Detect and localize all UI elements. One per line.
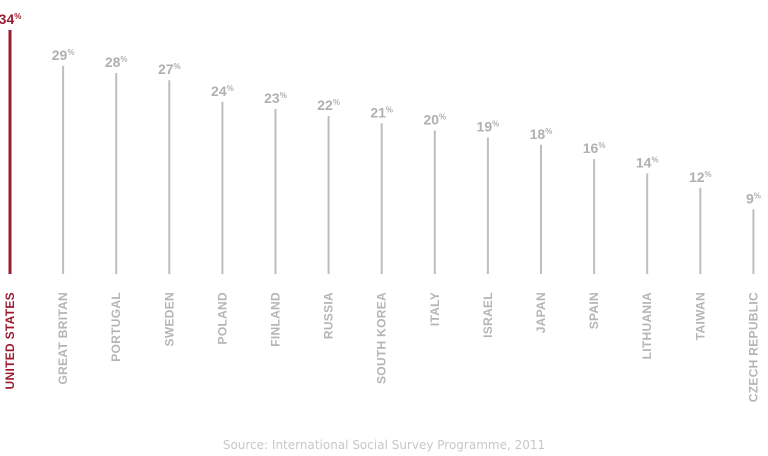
bar-czech-republic [752,209,755,274]
value-label-czech-republic: 9% [746,190,761,206]
bar-portugal [115,73,118,274]
category-label-italy: ITALY [428,292,442,326]
category-label-israel: ISRAEL [481,292,495,338]
bar-italy [433,130,436,274]
category-label-poland: POLAND [215,292,229,344]
category-label-taiwan: TAIWAN [693,292,707,340]
category-label-great-britan: GREAT BRITAN [56,292,70,384]
category-label-portugal: PORTUGAL [109,292,123,362]
category-label-sweden: SWEDEN [162,292,176,346]
value-label-lithuania: 14% [636,155,659,171]
value-label-poland: 24% [211,83,234,99]
category-label-finland: FINLAND [269,292,283,347]
value-label-japan: 18% [530,126,553,142]
category-label-czech-republic: CZECH REPUBLIC [746,292,760,402]
bar-poland [221,101,224,274]
value-label-sweden: 27% [158,61,181,77]
category-label-united-states: UNITED STATES [3,292,17,389]
value-label-taiwan: 12% [689,169,712,185]
bar-lithuania [646,173,649,274]
value-label-italy: 20% [423,111,446,127]
category-label-south-korea: SOUTH KOREA [375,292,389,384]
category-label-russia: RUSSIA [322,292,336,339]
bar-united-states [8,30,12,274]
value-label-south-korea: 21% [370,104,393,120]
bar-japan [540,144,542,274]
bar-russia [327,116,330,274]
category-label-japan: JAPAN [534,292,548,333]
bar-south-korea [380,123,383,274]
value-label-israel: 19% [477,119,500,135]
category-label-spain: SPAIN [587,292,601,329]
bar-israel [486,137,489,274]
value-label-great-britan: 29% [52,47,75,63]
category-label-lithuania: LITHUANIA [640,292,654,359]
value-label-russia: 22% [317,97,340,113]
value-label-spain: 16% [583,140,606,156]
bar-finland [274,108,277,274]
value-label-finland: 23% [264,90,287,106]
value-label-united-states: 34% [0,11,21,27]
source-note: Source: International Social Survey Prog… [222,438,546,452]
value-label-portugal: 28% [105,54,128,70]
bar-spain [593,159,596,274]
bar-taiwan [699,187,702,274]
bar-great-britan [62,65,65,274]
bar-sweden [168,80,171,274]
